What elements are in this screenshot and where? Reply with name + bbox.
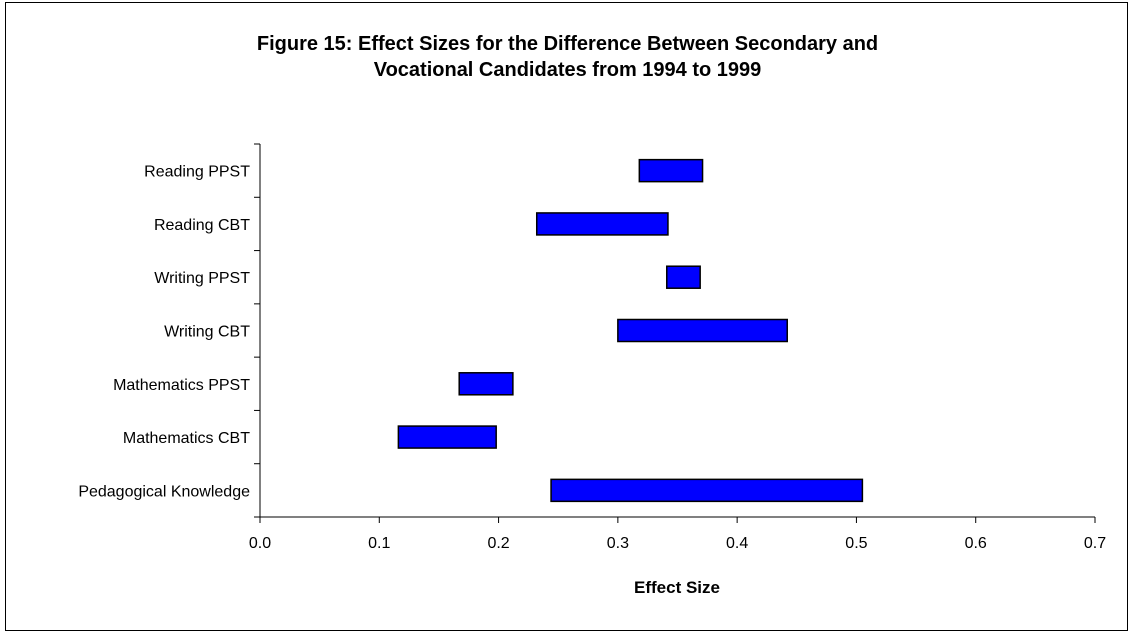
y-category-label: Reading CBT bbox=[154, 217, 250, 234]
range-bar bbox=[617, 318, 788, 343]
x-tick-label: 0.6 bbox=[965, 535, 987, 552]
chart-title-line-2: Vocational Candidates from 1994 to 1999 bbox=[373, 59, 762, 81]
chart-title: Figure 15: Effect Sizes for the Differen… bbox=[6, 31, 1129, 83]
range-bar bbox=[666, 265, 701, 289]
x-axis-tick-labels: 0.0 0.1 0.2 0.3 0.4 0.5 0.6 0.7 bbox=[249, 535, 1106, 552]
x-tick-label: 0.3 bbox=[607, 535, 629, 552]
x-tick-label: 0.0 bbox=[249, 535, 271, 552]
range-bar bbox=[550, 478, 864, 503]
y-category-label: Mathematics PPST bbox=[113, 377, 250, 394]
x-tick-label: 0.4 bbox=[726, 535, 748, 552]
x-axis-title: Effect Size bbox=[634, 578, 720, 597]
y-category-label: Writing PPST bbox=[154, 270, 250, 287]
x-tick-label: 0.2 bbox=[487, 535, 509, 552]
y-category-label: Writing CBT bbox=[164, 324, 250, 341]
x-tick-label: 0.1 bbox=[368, 535, 390, 552]
range-bar bbox=[458, 372, 514, 396]
x-axis-ticks bbox=[259, 517, 1096, 523]
y-category-label: Mathematics CBT bbox=[123, 430, 250, 447]
range-bar bbox=[638, 158, 704, 183]
y-category-label: Pedagogical Knowledge bbox=[78, 483, 250, 500]
chart-frame: Figure 15: Effect Sizes for the Differen… bbox=[5, 2, 1128, 631]
y-axis-ticks bbox=[254, 143, 260, 518]
range-bar bbox=[397, 425, 497, 449]
y-category-label: Reading PPST bbox=[144, 164, 250, 181]
chart-title-line-1: Figure 15: Effect Sizes for the Differen… bbox=[256, 33, 879, 55]
y-axis-category-labels: Reading PPST Reading CBT Writing PPST Writi… bbox=[78, 164, 250, 501]
range-bar bbox=[535, 212, 669, 236]
x-tick-label: 0.7 bbox=[1084, 535, 1106, 552]
x-tick-label: 0.5 bbox=[845, 535, 867, 552]
bars bbox=[397, 158, 864, 503]
